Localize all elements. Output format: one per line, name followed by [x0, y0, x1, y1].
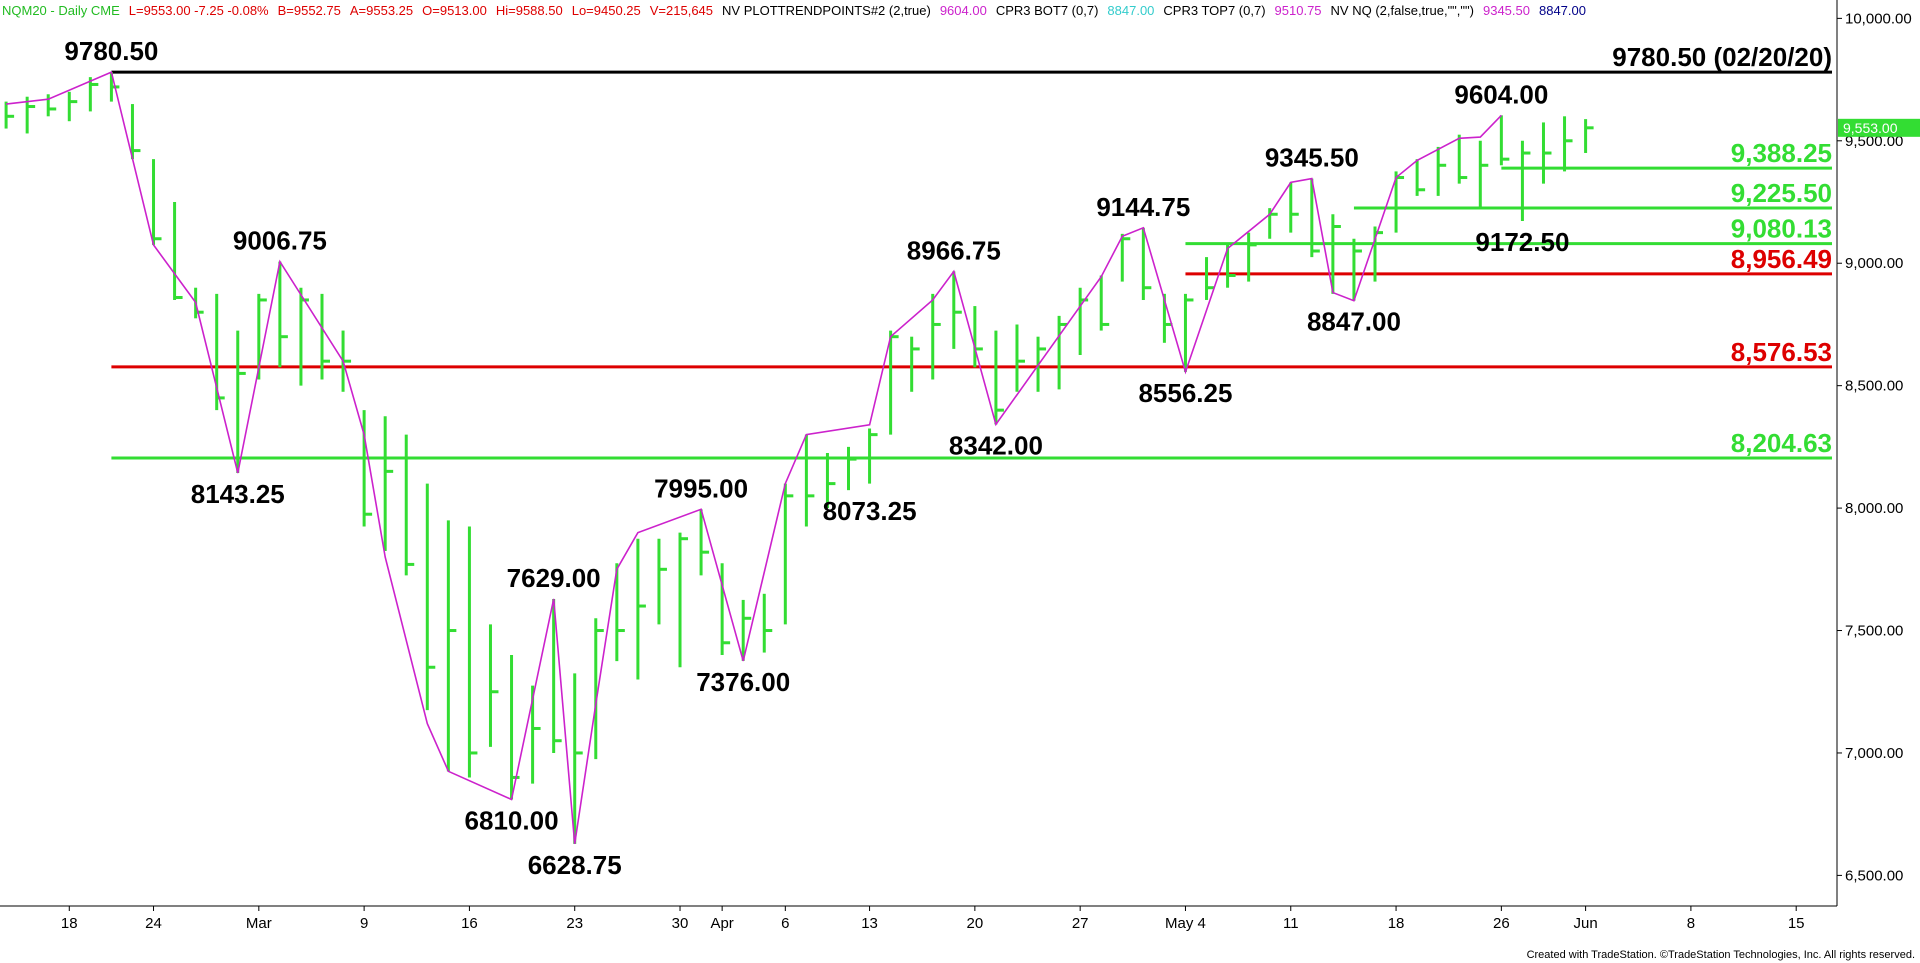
- level-label: 9,080.13: [1731, 214, 1832, 244]
- x-tick-label: 15: [1788, 915, 1805, 932]
- swing-label: 8342.00: [949, 430, 1043, 460]
- y-tick-label: 7,500.00: [1845, 623, 1903, 640]
- header-item: 8847.00: [1539, 3, 1586, 18]
- header-item: NV NQ (2,false,true,"",""): [1331, 3, 1474, 18]
- x-tick-label: Apr: [710, 915, 733, 932]
- last-price-box: [1838, 118, 1920, 137]
- header-item: B=9552.75: [278, 3, 341, 18]
- header-item: Hi=9588.50: [496, 3, 563, 18]
- swing-label: 7629.00: [507, 563, 601, 593]
- y-tick-label: 6,500.00: [1845, 867, 1903, 884]
- x-tick-label: 8: [1687, 915, 1695, 932]
- swing-label: 8966.75: [907, 235, 1001, 265]
- x-tick-label: Jun: [1574, 915, 1598, 932]
- level-label: 9,225.50: [1731, 178, 1832, 208]
- swing-label: 9780.50: [64, 36, 158, 66]
- header-item: NV PLOTTRENDPOINTS#2 (2,true): [722, 3, 931, 18]
- x-tick-label: 26: [1493, 915, 1510, 932]
- swing-label: 6628.75: [528, 850, 622, 880]
- x-tick-label: 23: [566, 915, 583, 932]
- x-tick-label: 24: [145, 915, 162, 932]
- x-tick-label: 13: [861, 915, 878, 932]
- y-tick-label: 7,000.00: [1845, 745, 1903, 762]
- header-item: CPR3 BOT7 (0,7): [996, 3, 1099, 18]
- level-label: 9780.50 (02/20/20): [1612, 42, 1832, 72]
- y-tick-label: 9,000.00: [1845, 255, 1903, 272]
- swing-label: 8073.25: [823, 496, 917, 526]
- header-item: L=9553.00 -7.25 -0.08%: [129, 3, 269, 18]
- level-label: 8,204.63: [1731, 428, 1832, 458]
- x-tick-label: 9: [360, 915, 368, 932]
- x-tick-label: 20: [967, 915, 984, 932]
- level-label: 8,576.53: [1731, 337, 1832, 367]
- swing-label: 8556.25: [1138, 378, 1232, 408]
- swing-label: 9144.75: [1096, 192, 1190, 222]
- swing-label: 9172.50: [1475, 227, 1569, 257]
- y-tick-label: 9,500.00: [1845, 133, 1903, 150]
- swing-label: 7376.00: [696, 667, 790, 697]
- header-item: 9604.00: [940, 3, 987, 18]
- header-item: NQM20 - Daily CME: [2, 3, 120, 18]
- header-item: 8847.00: [1107, 3, 1154, 18]
- swing-label: 8847.00: [1307, 307, 1401, 337]
- header-item: 9345.50: [1483, 3, 1530, 18]
- trendline: [6, 70, 1502, 845]
- x-tick-label: 11: [1283, 915, 1299, 932]
- x-tick-label: 18: [1388, 915, 1405, 932]
- x-tick-label: 6: [781, 915, 789, 932]
- header: NQM20 - Daily CME L=9553.00 -7.25 -0.08% B…: [2, 3, 1586, 18]
- x-tick-label: 27: [1072, 915, 1089, 932]
- swing-label: 9006.75: [233, 226, 327, 256]
- last-price-label: 9,553.00: [1843, 120, 1898, 136]
- footer: Created with TradeStation. ©TradeStation…: [1527, 949, 1915, 961]
- swing-label: 6810.00: [465, 805, 559, 835]
- level-label: 8,956.49: [1731, 244, 1832, 274]
- x-tick-label: 16: [461, 915, 478, 932]
- swing-label: 9604.00: [1454, 79, 1548, 109]
- x-tick-label: 30: [672, 915, 689, 932]
- y-tick-label: 10,000.00: [1845, 10, 1912, 27]
- header-item: V=215,645: [650, 3, 713, 18]
- x-tick-label: 18: [61, 915, 78, 932]
- x-tick-label: Mar: [246, 915, 272, 932]
- x-tick-label: May 4: [1165, 915, 1206, 932]
- header-item: CPR3 TOP7 (0,7): [1163, 3, 1265, 18]
- swing-label: 9345.50: [1265, 143, 1359, 173]
- header-item: A=9553.25: [350, 3, 413, 18]
- header-item: Lo=9450.25: [572, 3, 641, 18]
- y-tick-label: 8,000.00: [1845, 500, 1903, 517]
- swing-label: 7995.00: [654, 473, 748, 503]
- header-item: O=9513.00: [422, 3, 487, 18]
- level-label: 9,388.25: [1731, 138, 1832, 168]
- y-tick-label: 8,500.00: [1845, 378, 1903, 395]
- swing-label: 8143.25: [191, 479, 285, 509]
- header-item: 9510.75: [1275, 3, 1322, 18]
